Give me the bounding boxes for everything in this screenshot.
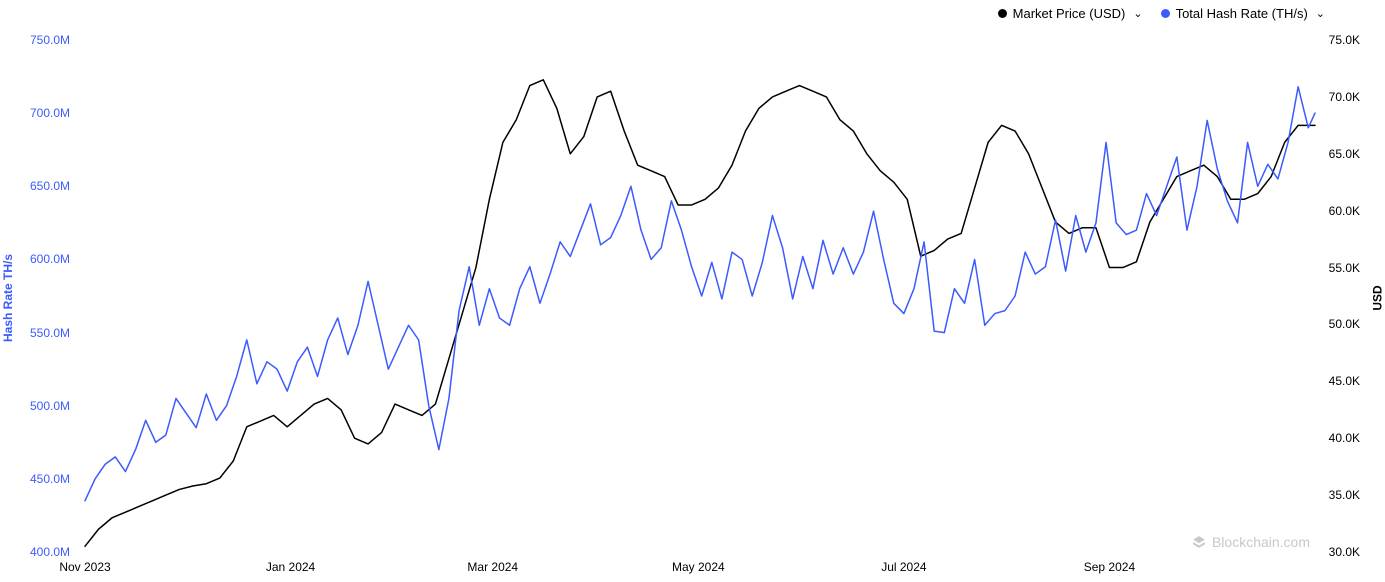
blockchain-logo-icon <box>1192 535 1206 549</box>
chevron-down-icon: ⌄ <box>1133 7 1142 20</box>
y-tick-left: 650.0M <box>30 179 70 193</box>
y-tick-right: 45.0K <box>1329 374 1360 388</box>
x-tick: Jan 2024 <box>266 560 315 574</box>
chevron-down-icon: ⌄ <box>1316 7 1325 20</box>
y-tick-left: 400.0M <box>30 545 70 559</box>
x-tick: Nov 2023 <box>59 560 110 574</box>
legend-label-market-price: Market Price (USD) <box>1013 6 1126 21</box>
watermark-text: Blockchain.com <box>1212 534 1310 550</box>
y-axis-label-right: USD <box>1370 285 1384 310</box>
watermark: Blockchain.com <box>1192 534 1310 550</box>
x-tick: Sep 2024 <box>1084 560 1135 574</box>
line-market-price <box>85 80 1315 546</box>
y-tick-right: 75.0K <box>1329 33 1360 47</box>
y-tick-right: 50.0K <box>1329 317 1360 331</box>
y-tick-left: 750.0M <box>30 33 70 47</box>
y-tick-left: 550.0M <box>30 326 70 340</box>
x-tick: Mar 2024 <box>467 560 518 574</box>
y-axis-label-left: Hash Rate TH/s <box>1 254 15 342</box>
y-tick-left: 450.0M <box>30 472 70 486</box>
y-tick-right: 70.0K <box>1329 90 1360 104</box>
y-tick-right: 55.0K <box>1329 261 1360 275</box>
plot-area <box>85 40 1315 552</box>
y-tick-left: 700.0M <box>30 106 70 120</box>
y-tick-right: 60.0K <box>1329 204 1360 218</box>
legend-item-market-price[interactable]: Market Price (USD) ⌄ <box>998 6 1143 21</box>
legend-dot-hash-rate <box>1161 9 1170 18</box>
legend-label-hash-rate: Total Hash Rate (TH/s) <box>1176 6 1308 21</box>
y-tick-right: 35.0K <box>1329 488 1360 502</box>
y-tick-left: 500.0M <box>30 399 70 413</box>
chart-svg <box>85 40 1315 552</box>
y-tick-left: 600.0M <box>30 252 70 266</box>
line-hash-rate <box>85 87 1315 501</box>
y-tick-right: 30.0K <box>1329 545 1360 559</box>
y-tick-right: 40.0K <box>1329 431 1360 445</box>
legend-item-hash-rate[interactable]: Total Hash Rate (TH/s) ⌄ <box>1161 6 1325 21</box>
x-tick: May 2024 <box>672 560 725 574</box>
legend: Market Price (USD) ⌄ Total Hash Rate (TH… <box>998 6 1325 21</box>
y-tick-right: 65.0K <box>1329 147 1360 161</box>
x-tick: Jul 2024 <box>881 560 926 574</box>
chart-container: Market Price (USD) ⌄ Total Hash Rate (TH… <box>0 0 1385 582</box>
legend-dot-market-price <box>998 9 1007 18</box>
